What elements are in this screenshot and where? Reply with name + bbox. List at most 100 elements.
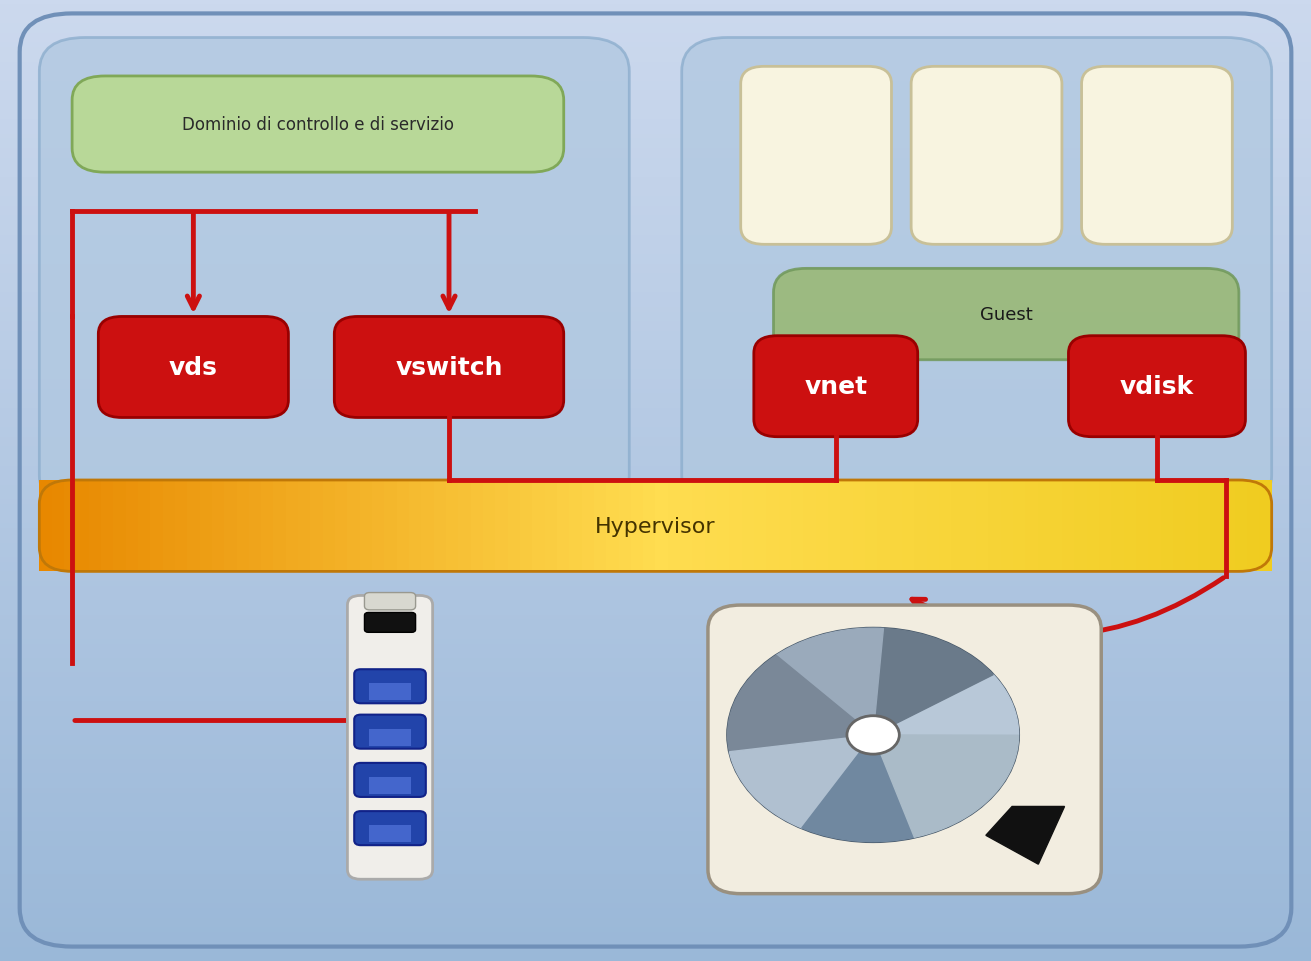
Bar bbox=[0, 846, 1311, 850]
Bar bbox=[0, 303, 1311, 308]
Bar bbox=[199, 480, 212, 572]
Bar bbox=[0, 557, 1311, 562]
Bar bbox=[0, 226, 1311, 231]
Bar bbox=[0, 716, 1311, 721]
Bar bbox=[0, 274, 1311, 279]
Bar bbox=[0, 375, 1311, 380]
Bar bbox=[606, 480, 619, 572]
Bar bbox=[0, 577, 1311, 581]
Bar bbox=[0, 476, 1311, 480]
Bar bbox=[1025, 480, 1037, 572]
Bar bbox=[0, 889, 1311, 894]
Bar bbox=[0, 101, 1311, 106]
Bar bbox=[0, 750, 1311, 754]
Bar bbox=[939, 480, 952, 572]
Bar bbox=[0, 629, 1311, 634]
Bar bbox=[0, 168, 1311, 173]
Bar bbox=[0, 764, 1311, 769]
Bar bbox=[0, 106, 1311, 111]
Bar bbox=[0, 774, 1311, 778]
Bar bbox=[0, 605, 1311, 610]
Bar bbox=[0, 692, 1311, 697]
Bar bbox=[368, 729, 412, 746]
Bar bbox=[0, 144, 1311, 149]
Bar bbox=[0, 509, 1311, 514]
Bar bbox=[0, 875, 1311, 879]
Bar bbox=[0, 259, 1311, 264]
Bar bbox=[0, 322, 1311, 327]
Bar bbox=[964, 480, 975, 572]
Bar bbox=[0, 533, 1311, 538]
Bar bbox=[261, 480, 274, 572]
Bar bbox=[0, 899, 1311, 903]
Bar bbox=[0, 548, 1311, 553]
Bar bbox=[0, 5, 1311, 10]
Bar bbox=[0, 43, 1311, 48]
Bar bbox=[126, 480, 138, 572]
Bar bbox=[0, 269, 1311, 274]
Text: vds: vds bbox=[169, 356, 218, 380]
Bar bbox=[0, 240, 1311, 245]
Bar bbox=[656, 480, 667, 572]
Text: Hypervisor: Hypervisor bbox=[595, 516, 716, 536]
Bar bbox=[421, 480, 434, 572]
Bar bbox=[0, 783, 1311, 788]
Bar bbox=[0, 437, 1311, 442]
Bar bbox=[0, 894, 1311, 899]
Bar bbox=[742, 480, 754, 572]
Bar bbox=[0, 111, 1311, 115]
Bar bbox=[0, 264, 1311, 269]
Bar bbox=[0, 836, 1311, 841]
Bar bbox=[1235, 480, 1247, 572]
Bar bbox=[0, 139, 1311, 144]
Bar bbox=[459, 480, 471, 572]
Bar bbox=[0, 178, 1311, 183]
Bar bbox=[0, 596, 1311, 601]
Bar bbox=[0, 553, 1311, 557]
Bar bbox=[0, 951, 1311, 956]
Bar bbox=[1222, 480, 1235, 572]
Bar bbox=[0, 697, 1311, 702]
Bar bbox=[1050, 480, 1062, 572]
Bar bbox=[113, 480, 126, 572]
Bar bbox=[0, 778, 1311, 783]
Bar bbox=[0, 586, 1311, 591]
Bar bbox=[1210, 480, 1222, 572]
FancyBboxPatch shape bbox=[354, 763, 426, 797]
Bar bbox=[0, 380, 1311, 384]
Bar bbox=[532, 480, 544, 572]
Bar bbox=[0, 918, 1311, 923]
Bar bbox=[89, 480, 101, 572]
Bar bbox=[0, 408, 1311, 413]
Bar bbox=[988, 480, 1000, 572]
Bar bbox=[0, 86, 1311, 91]
Bar bbox=[249, 480, 261, 572]
Bar bbox=[0, 850, 1311, 855]
Bar bbox=[804, 480, 815, 572]
Bar bbox=[0, 452, 1311, 456]
Bar bbox=[0, 702, 1311, 706]
Bar bbox=[0, 519, 1311, 524]
Bar bbox=[64, 480, 76, 572]
Bar bbox=[0, 759, 1311, 764]
Bar bbox=[0, 923, 1311, 927]
Bar bbox=[434, 480, 446, 572]
Bar bbox=[0, 163, 1311, 168]
FancyBboxPatch shape bbox=[364, 613, 416, 632]
Bar bbox=[39, 480, 51, 572]
Text: vnet: vnet bbox=[804, 375, 868, 399]
Bar bbox=[0, 197, 1311, 202]
Bar bbox=[902, 480, 914, 572]
Bar bbox=[767, 480, 779, 572]
Bar bbox=[0, 312, 1311, 317]
Bar bbox=[0, 903, 1311, 908]
Bar bbox=[631, 480, 644, 572]
Polygon shape bbox=[728, 655, 873, 752]
Bar bbox=[336, 480, 347, 572]
Bar bbox=[0, 202, 1311, 207]
Bar bbox=[0, 298, 1311, 303]
Bar bbox=[0, 865, 1311, 870]
Bar bbox=[0, 913, 1311, 918]
Bar bbox=[0, 937, 1311, 942]
Bar bbox=[952, 480, 964, 572]
